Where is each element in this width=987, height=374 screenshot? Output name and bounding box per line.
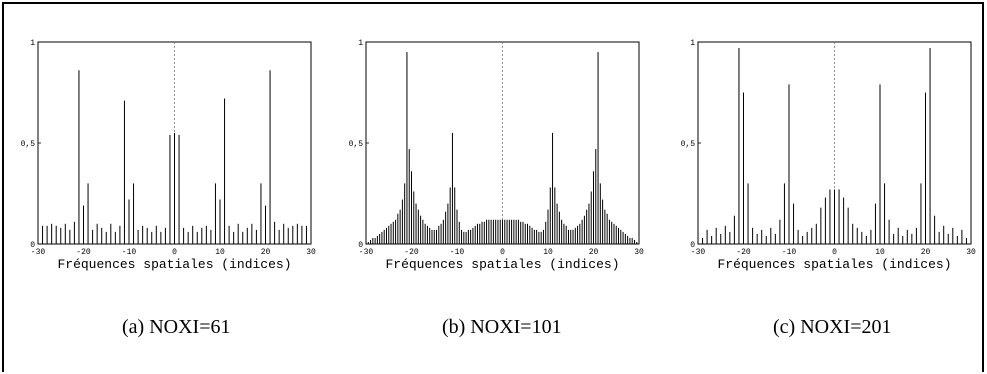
x-tick-label: 30 bbox=[966, 248, 976, 257]
x-tick-label: 30 bbox=[634, 248, 644, 257]
y-tick-label: 0,5 bbox=[349, 140, 364, 149]
caption-a: (a) NOXI=61 bbox=[122, 316, 231, 338]
x-tick-label: 20 bbox=[589, 248, 599, 257]
x-tick-label: -20 bbox=[736, 248, 751, 257]
y-tick-label: 0,5 bbox=[21, 140, 36, 149]
x-tick-label: -10 bbox=[122, 248, 137, 257]
x-tick-label: -20 bbox=[404, 248, 419, 257]
x-axis-label: Fréquences spatiales (indices) bbox=[385, 257, 619, 272]
y-tick-label: 0 bbox=[358, 241, 363, 250]
x-tick-label: 0 bbox=[172, 248, 177, 257]
x-tick-label: 30 bbox=[306, 248, 316, 257]
x-tick-label: 0 bbox=[500, 248, 505, 257]
x-tick-label: 10 bbox=[875, 248, 885, 257]
y-tick-label: 0 bbox=[690, 241, 695, 250]
x-tick-label: -30 bbox=[359, 248, 374, 257]
y-tick-label: 0 bbox=[30, 241, 35, 250]
spectrum-chart-a: -30 -20 -10 0 10 20 30 0 0,5 1 Fréquences spatiale… bbox=[21, 39, 316, 272]
spectrum-chart-c: -30 -20 -10 0 10 20 30 0 0,5 1 Fréquences spatiale… bbox=[681, 39, 976, 272]
y-tick-label: 1 bbox=[690, 39, 695, 48]
x-tick-label: -20 bbox=[76, 248, 91, 257]
x-tick-label: 10 bbox=[543, 248, 553, 257]
x-tick-label: -10 bbox=[782, 248, 797, 257]
x-tick-label: 10 bbox=[215, 248, 225, 257]
caption-b: (b) NOXI=101 bbox=[442, 316, 562, 338]
caption-c: (c) NOXI=201 bbox=[773, 316, 892, 338]
spectrum-chart-b: -30 -20 -10 0 10 20 30 0 0,5 1 Fréquences spatiale… bbox=[349, 39, 644, 272]
x-tick-label: 20 bbox=[261, 248, 271, 257]
x-tick-label: 20 bbox=[921, 248, 931, 257]
x-axis-label: Fréquences spatiales (indices) bbox=[57, 257, 291, 272]
y-tick-label: 0,5 bbox=[681, 140, 696, 149]
x-tick-label: -30 bbox=[31, 248, 46, 257]
y-tick-label: 1 bbox=[30, 39, 35, 48]
x-tick-label: -10 bbox=[450, 248, 465, 257]
x-axis-label: Fréquences spatiales (indices) bbox=[717, 257, 951, 272]
x-tick-label: -30 bbox=[691, 248, 706, 257]
y-tick-label: 1 bbox=[358, 39, 363, 48]
x-tick-label: 0 bbox=[832, 248, 837, 257]
